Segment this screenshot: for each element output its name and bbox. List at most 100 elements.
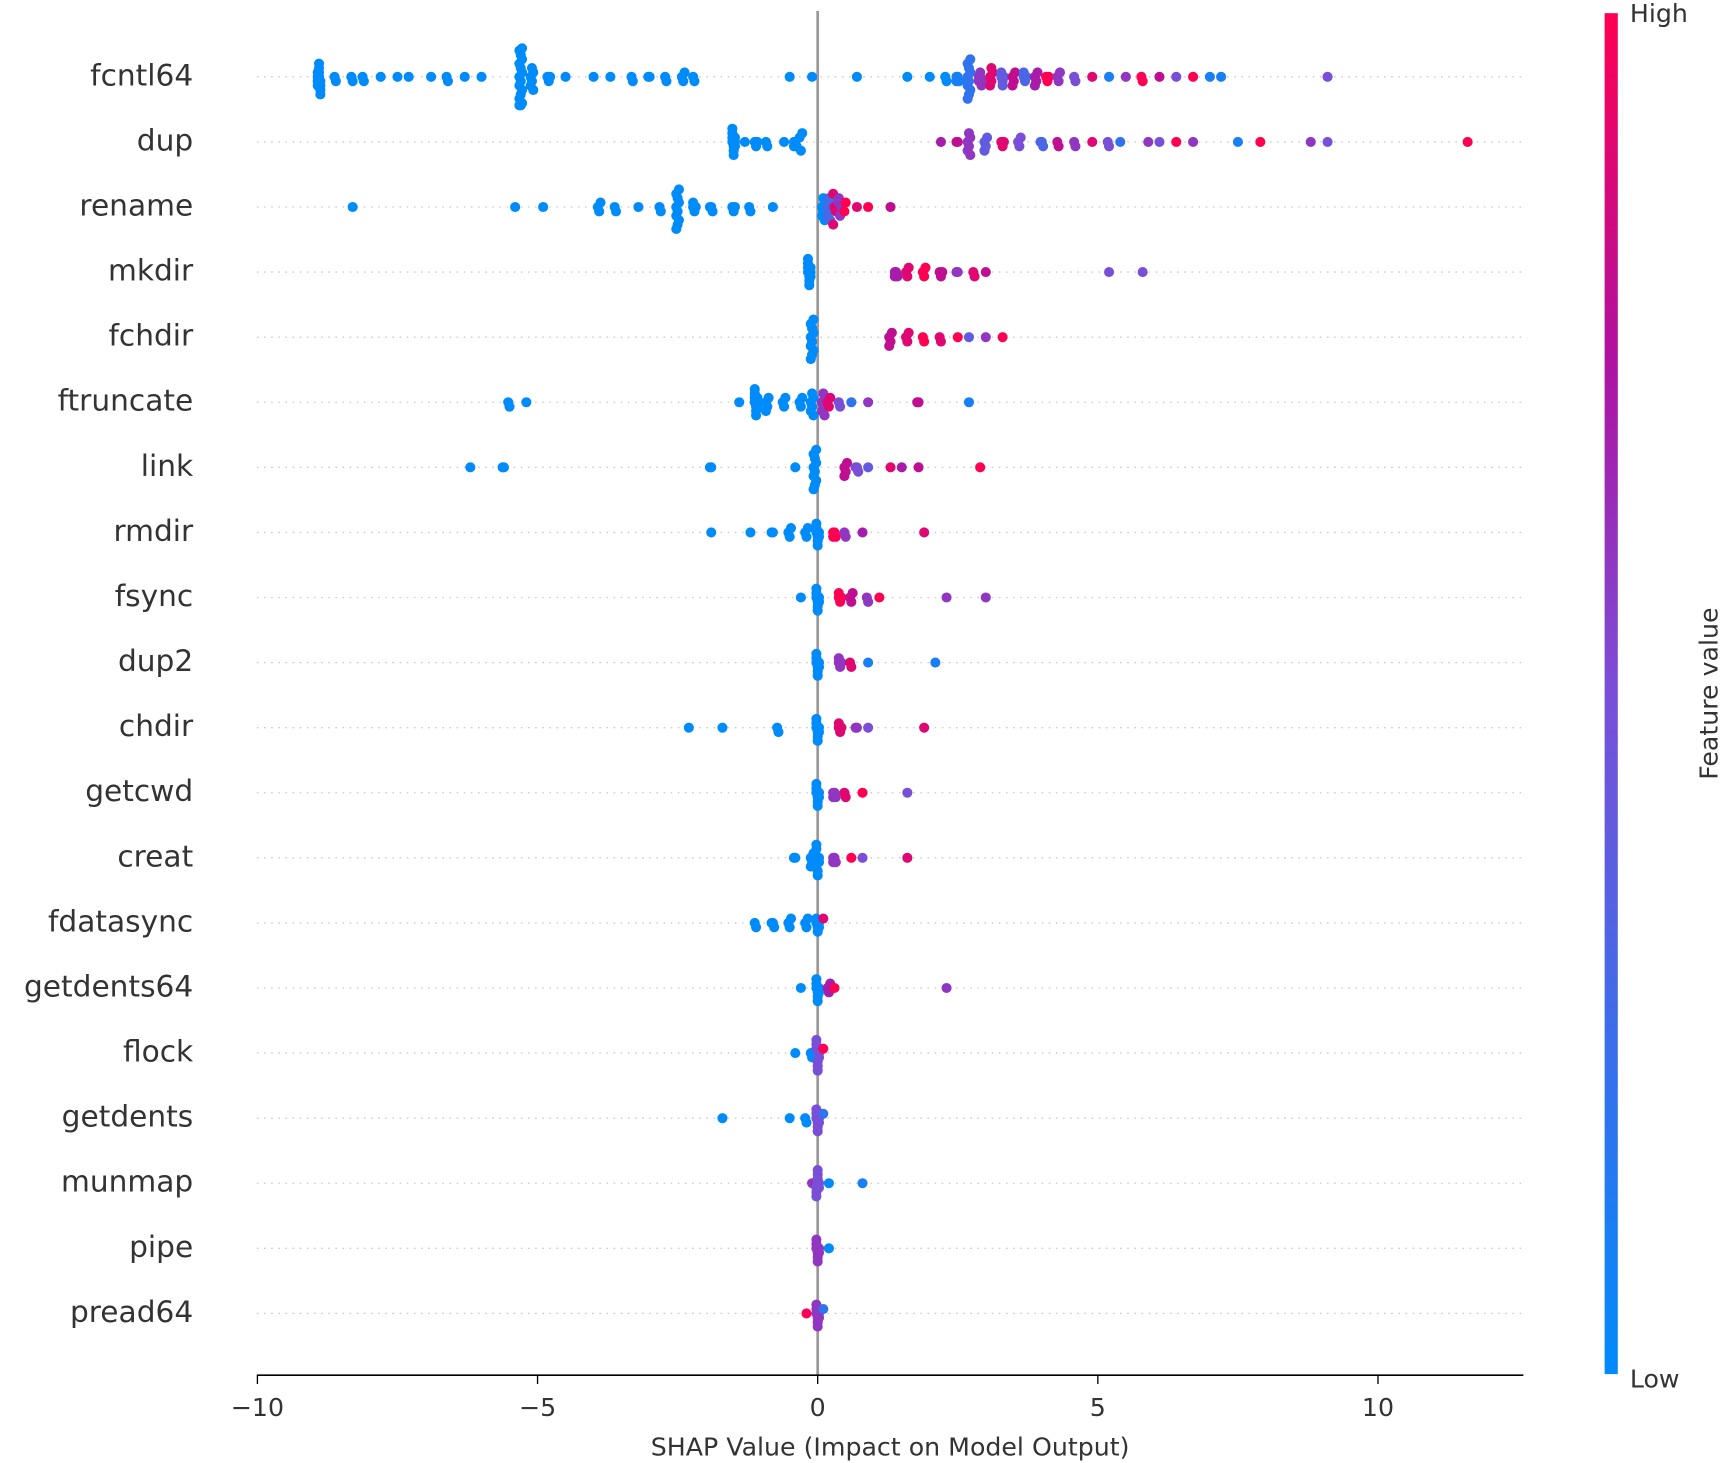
shap-point <box>828 792 839 803</box>
shap-point <box>886 327 897 338</box>
row-gridlines <box>256 76 1524 1315</box>
shap-point <box>857 852 868 863</box>
shap-point <box>1137 267 1148 278</box>
shap-point <box>811 974 822 985</box>
shap-point <box>727 123 738 134</box>
x-axis-ticks: −10 −5 0 5 10 <box>231 1375 1394 1422</box>
shap-point <box>811 1034 822 1045</box>
shap-point <box>1322 136 1333 147</box>
shap-point <box>980 332 991 343</box>
shap-point <box>1143 136 1154 147</box>
shap-point <box>795 145 806 156</box>
shap-point <box>840 792 851 803</box>
shap-point <box>773 727 784 738</box>
shap-point <box>863 462 874 473</box>
feature-label: mkdir <box>108 253 194 288</box>
shap-point <box>312 80 323 91</box>
shap-point <box>811 1191 822 1202</box>
shap-point <box>812 996 823 1007</box>
shap-point <box>828 531 839 542</box>
shap-point <box>1053 141 1064 152</box>
shap-point <box>812 1065 823 1076</box>
shap-point <box>952 267 963 278</box>
shap-point <box>963 397 975 408</box>
shap-point <box>919 336 930 347</box>
shap-point <box>819 410 830 421</box>
shap-point <box>811 444 822 455</box>
shap-point <box>857 1178 868 1189</box>
shap-point <box>963 332 975 343</box>
shap-point <box>795 401 806 412</box>
shap-point <box>839 206 850 217</box>
shap-point <box>811 913 822 924</box>
shap-point <box>965 54 976 65</box>
shap-point <box>1188 136 1199 147</box>
shap-point <box>661 76 672 87</box>
shap-point <box>1137 76 1148 87</box>
shap-point <box>808 314 819 325</box>
shap-point <box>811 778 822 790</box>
shap-point <box>1120 71 1131 82</box>
shap-point <box>840 197 851 208</box>
shap-point <box>1070 141 1081 152</box>
shap-point <box>833 588 844 599</box>
shap-point <box>347 76 358 87</box>
shap-point <box>802 253 814 264</box>
shap-point <box>863 722 874 733</box>
shap-point <box>975 67 986 78</box>
shap-point <box>465 462 476 473</box>
shap-point <box>963 128 975 139</box>
x-tick-label: −5 <box>519 1393 556 1422</box>
shap-point <box>913 397 924 408</box>
shap-point <box>707 206 718 217</box>
shap-point <box>937 267 948 278</box>
shap-point <box>863 201 874 213</box>
beeswarm-points <box>312 43 1473 1332</box>
shap-point <box>813 1182 825 1193</box>
feature-label: fdatasync <box>48 903 193 938</box>
feature-label: creat <box>117 838 193 873</box>
shap-point <box>835 401 846 412</box>
shap-point <box>951 76 962 87</box>
shap-point <box>818 913 829 924</box>
shap-point <box>813 727 825 738</box>
shap-point <box>545 71 556 82</box>
shap-point <box>734 397 745 408</box>
shap-point <box>840 531 851 542</box>
shap-point <box>801 531 812 542</box>
shap-point <box>1305 136 1316 147</box>
shap-point <box>902 71 913 82</box>
shap-point <box>952 136 963 147</box>
shap-point <box>885 201 896 213</box>
shap-point <box>813 661 825 673</box>
shap-point <box>760 405 772 417</box>
shap-point <box>846 596 857 607</box>
feature-label: link <box>141 448 194 483</box>
shap-point <box>979 145 990 156</box>
shap-point <box>1216 71 1227 82</box>
shap-point <box>902 852 913 863</box>
shap-point <box>795 592 806 603</box>
shap-point <box>1115 136 1126 147</box>
shap-point <box>728 150 739 161</box>
colorbar-low-label: Low <box>1630 1364 1680 1393</box>
shap-point <box>679 67 690 78</box>
shap-point <box>538 201 549 213</box>
shap-point <box>813 792 825 803</box>
shap-point <box>795 982 806 994</box>
colorbar-high-label: High <box>1630 0 1688 28</box>
shap-point <box>655 206 666 217</box>
shap-point <box>683 722 694 733</box>
shap-point <box>982 132 993 143</box>
shap-point <box>476 71 487 82</box>
shap-point <box>392 71 403 82</box>
shap-point <box>812 1126 823 1137</box>
shap-point <box>811 518 822 529</box>
shap-point <box>1188 71 1199 82</box>
shap-point <box>998 136 1009 147</box>
shap-point <box>919 271 930 282</box>
shap-point <box>920 262 931 273</box>
shap-point <box>1232 136 1243 147</box>
shap-point <box>807 71 818 82</box>
shap-point <box>358 76 369 87</box>
